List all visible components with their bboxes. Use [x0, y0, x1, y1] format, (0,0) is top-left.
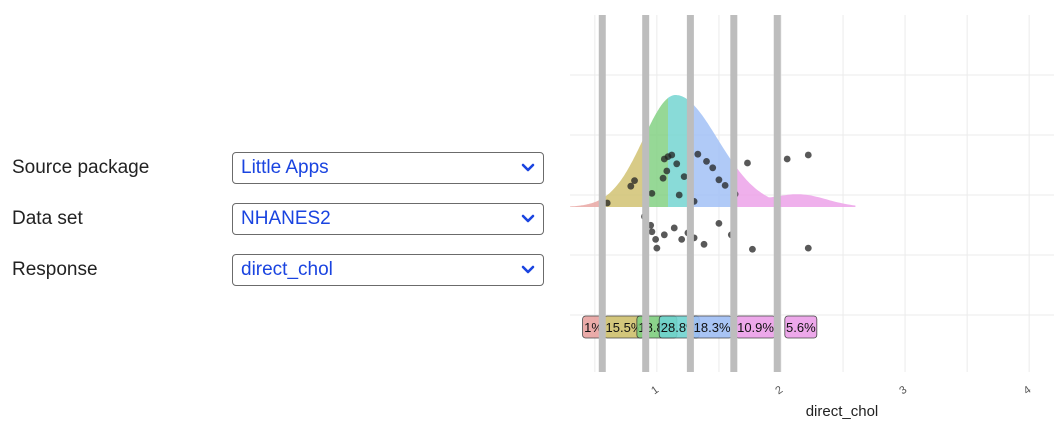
chevron-down-icon	[521, 265, 535, 274]
source-package-select[interactable]: Little Apps	[232, 152, 544, 184]
density-band	[733, 163, 778, 207]
chevron-down-icon	[521, 163, 535, 172]
chart-svg: 1% 15.5%18.8%28.8%18.3% 10.9% 5.6%1 2 3 4direc…	[570, 15, 1054, 420]
raincloud-plot: 1% 15.5% 18.8% 28.8% 18.3% 10.9% 5.6% 1 2 3 4 direc…	[560, 0, 1064, 427]
data-point	[715, 220, 723, 227]
data-point	[659, 174, 667, 182]
data-point	[694, 150, 702, 158]
data-set-label: Data set	[12, 208, 83, 229]
data-set-row: Data set	[12, 202, 232, 236]
data-point	[680, 173, 688, 181]
source-package-value: Little Apps	[241, 157, 329, 178]
source-package-label: Source package	[12, 157, 150, 178]
data-point	[675, 191, 683, 199]
data-point	[631, 177, 638, 185]
data-point	[648, 190, 656, 197]
data-point	[804, 244, 812, 252]
chevron-down-icon	[521, 214, 535, 223]
band-label: 15.5%	[606, 320, 643, 335]
data-point	[660, 231, 668, 239]
data-point	[721, 182, 729, 189]
controls-panel: Source package Little Apps Data set NHAN…	[12, 151, 544, 287]
data-point	[673, 160, 681, 168]
density-band	[602, 133, 646, 207]
x-tick-label: 1	[649, 384, 661, 397]
response-select[interactable]: direct_chol	[232, 254, 544, 286]
data-set-value: NHANES2	[241, 208, 331, 229]
band-label-box	[784, 315, 818, 339]
data-point	[783, 155, 791, 163]
response-value: direct_chol	[241, 259, 333, 280]
data-point	[709, 164, 717, 172]
x-axis-label: direct_chol	[806, 403, 879, 420]
response-row: Response	[12, 253, 232, 287]
x-tick-label: 2	[773, 384, 785, 397]
data-point	[627, 182, 635, 190]
band-label: 5.6%	[786, 320, 816, 335]
data-point	[678, 235, 686, 243]
quantile-line	[598, 15, 606, 372]
data-point	[749, 245, 756, 253]
quantile-line	[730, 15, 738, 372]
x-tick-label: 4	[1022, 384, 1034, 397]
data-point	[652, 235, 660, 243]
data-point	[703, 158, 710, 165]
x-tick-label: 3	[897, 384, 909, 397]
band-label: 10.9%	[737, 320, 774, 335]
data-point	[744, 159, 751, 167]
density-band	[777, 194, 856, 207]
data-point	[715, 176, 723, 184]
band-label: 18.3%	[694, 320, 731, 335]
data-point	[804, 151, 812, 159]
data-point	[668, 151, 676, 159]
data-point	[653, 244, 661, 252]
data-point	[670, 224, 678, 232]
data-point	[648, 228, 656, 236]
quantile-line	[642, 15, 650, 372]
density-band	[570, 198, 603, 207]
source-package-row: Source package	[12, 151, 232, 185]
band-label: 1%	[584, 320, 603, 335]
data-set-select[interactable]: NHANES2	[232, 203, 544, 235]
density-band	[690, 101, 734, 207]
quantile-line	[773, 15, 781, 372]
data-point	[700, 240, 708, 248]
response-label: Response	[12, 259, 98, 280]
data-point	[663, 167, 671, 175]
quantile-line	[686, 15, 694, 372]
